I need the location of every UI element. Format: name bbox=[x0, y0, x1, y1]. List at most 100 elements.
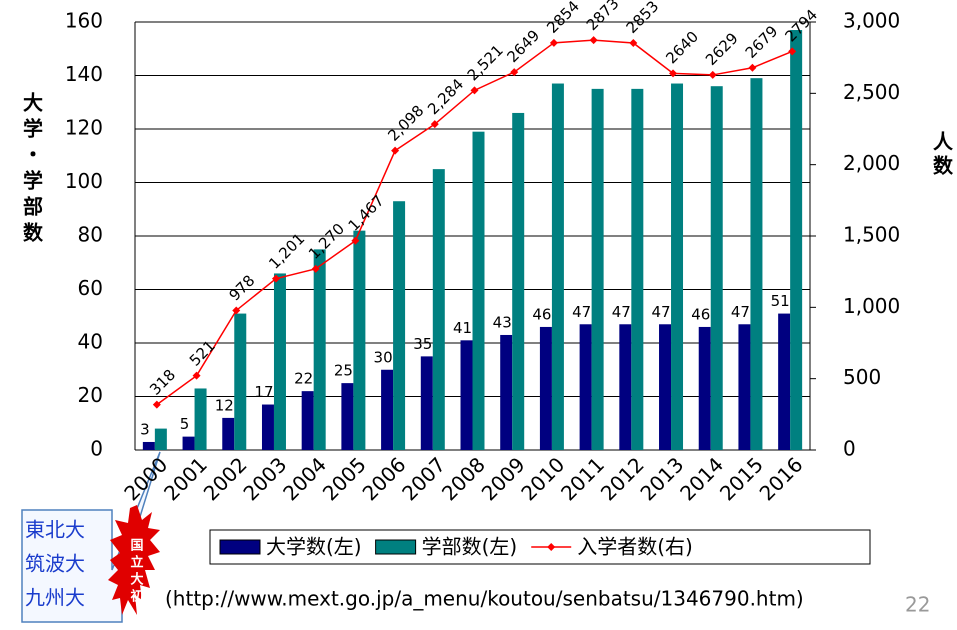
bar bbox=[790, 30, 803, 451]
data-label: 2853 bbox=[623, 0, 663, 37]
data-label: 46 bbox=[532, 305, 551, 323]
data-label: 43 bbox=[493, 313, 512, 331]
x-tick-label: 2004 bbox=[278, 452, 331, 505]
data-label: 1,270 bbox=[305, 220, 348, 263]
bar bbox=[381, 369, 394, 450]
line-marker bbox=[788, 47, 797, 56]
y2-axis-label: 人数 bbox=[930, 131, 954, 179]
bar bbox=[301, 391, 314, 450]
y-tick-label: 100 bbox=[65, 169, 103, 193]
bar bbox=[353, 230, 366, 450]
line-marker bbox=[271, 274, 280, 283]
line-marker bbox=[708, 70, 717, 79]
bar bbox=[154, 428, 167, 450]
bar bbox=[631, 88, 644, 450]
legend-swatch bbox=[219, 539, 261, 555]
line-marker bbox=[232, 306, 241, 315]
x-tick-label: 2002 bbox=[199, 452, 252, 505]
x-tick-label: 2005 bbox=[318, 452, 371, 505]
bar bbox=[710, 86, 723, 450]
bar bbox=[182, 436, 195, 450]
y-tick-label: 140 bbox=[65, 62, 103, 86]
line-marker bbox=[351, 236, 360, 245]
bar bbox=[551, 83, 564, 451]
data-label: 17 bbox=[254, 383, 273, 401]
callout-text: 九州大 bbox=[25, 586, 85, 610]
data-label: 12 bbox=[215, 396, 234, 414]
line-marker bbox=[152, 400, 161, 409]
bar bbox=[579, 324, 592, 450]
bar bbox=[194, 388, 207, 450]
x-tick-label: 2003 bbox=[238, 452, 291, 505]
y-tick-label: 160 bbox=[65, 9, 103, 33]
data-label: 51 bbox=[771, 292, 790, 310]
bar bbox=[273, 273, 286, 450]
page-number: 22 bbox=[905, 593, 930, 617]
y-tick-label: 60 bbox=[78, 276, 103, 300]
data-label: 47 bbox=[731, 303, 750, 321]
legend-label: 大学数(左) bbox=[266, 535, 362, 559]
bar bbox=[472, 131, 485, 451]
data-label: 47 bbox=[612, 303, 631, 321]
y-tick-label: 0 bbox=[90, 437, 103, 461]
x-tick-label: 2014 bbox=[675, 452, 728, 505]
data-label: 3 bbox=[140, 420, 150, 438]
bar bbox=[659, 324, 672, 450]
legend-swatch bbox=[375, 539, 417, 555]
bar bbox=[341, 383, 354, 450]
data-label: 978 bbox=[226, 272, 259, 305]
x-tick-label: 2012 bbox=[596, 452, 649, 505]
data-label: 22 bbox=[294, 370, 313, 388]
x-tick-label: 2008 bbox=[437, 452, 490, 505]
x-tick-label: 2011 bbox=[556, 452, 609, 505]
bar bbox=[313, 249, 326, 450]
callout-text: 東北大 bbox=[25, 518, 85, 542]
data-label: 2,098 bbox=[384, 102, 427, 145]
y2-tick-label: 1,500 bbox=[843, 223, 900, 247]
bar bbox=[234, 313, 247, 450]
bar bbox=[539, 326, 552, 450]
bar bbox=[432, 169, 445, 450]
data-label: 35 bbox=[413, 335, 432, 353]
x-tick-label: 2016 bbox=[755, 452, 808, 505]
data-label: 2649 bbox=[503, 26, 543, 66]
bar bbox=[142, 441, 155, 450]
data-label: 30 bbox=[374, 348, 393, 366]
y2-tick-label: 3,000 bbox=[843, 9, 900, 33]
data-label: 1,467 bbox=[345, 192, 388, 235]
line-marker bbox=[669, 69, 678, 78]
x-tick-label: 2001 bbox=[159, 452, 212, 505]
callout-box bbox=[21, 451, 161, 623]
bar bbox=[512, 112, 525, 450]
line-marker bbox=[430, 120, 439, 129]
data-label: 5 bbox=[180, 415, 190, 433]
data-label: 41 bbox=[453, 319, 472, 337]
data-label: 521 bbox=[186, 337, 219, 370]
y2-tick-label: 500 bbox=[843, 365, 881, 389]
badge bbox=[108, 505, 160, 615]
data-label: 25 bbox=[334, 362, 353, 380]
bar bbox=[261, 404, 274, 450]
line-marker bbox=[470, 86, 479, 95]
bar bbox=[591, 88, 604, 450]
x-tick-label: 2010 bbox=[516, 452, 569, 505]
x-tick-label: 2013 bbox=[635, 452, 688, 505]
y2-tick-label: 2,000 bbox=[843, 151, 900, 175]
bar bbox=[698, 326, 711, 450]
y2-tick-label: 1,000 bbox=[843, 294, 900, 318]
x-tick-label: 2009 bbox=[477, 452, 530, 505]
data-label: 46 bbox=[691, 305, 710, 323]
source: (http://www.mext.go.jp/a_menu/koutou/sen… bbox=[165, 587, 804, 611]
legend-marker bbox=[547, 543, 556, 551]
bar bbox=[738, 324, 751, 450]
data-label: 2873 bbox=[583, 0, 623, 34]
y-axis-label: 大学・学部数 bbox=[20, 92, 44, 248]
data-label: 2629 bbox=[702, 29, 742, 69]
y-tick-label: 120 bbox=[65, 116, 103, 140]
data-label: 47 bbox=[572, 303, 591, 321]
y2-tick-label: 2,500 bbox=[843, 80, 900, 104]
bar bbox=[750, 78, 763, 451]
bar bbox=[420, 356, 433, 450]
x-tick-label: 2007 bbox=[397, 452, 450, 505]
